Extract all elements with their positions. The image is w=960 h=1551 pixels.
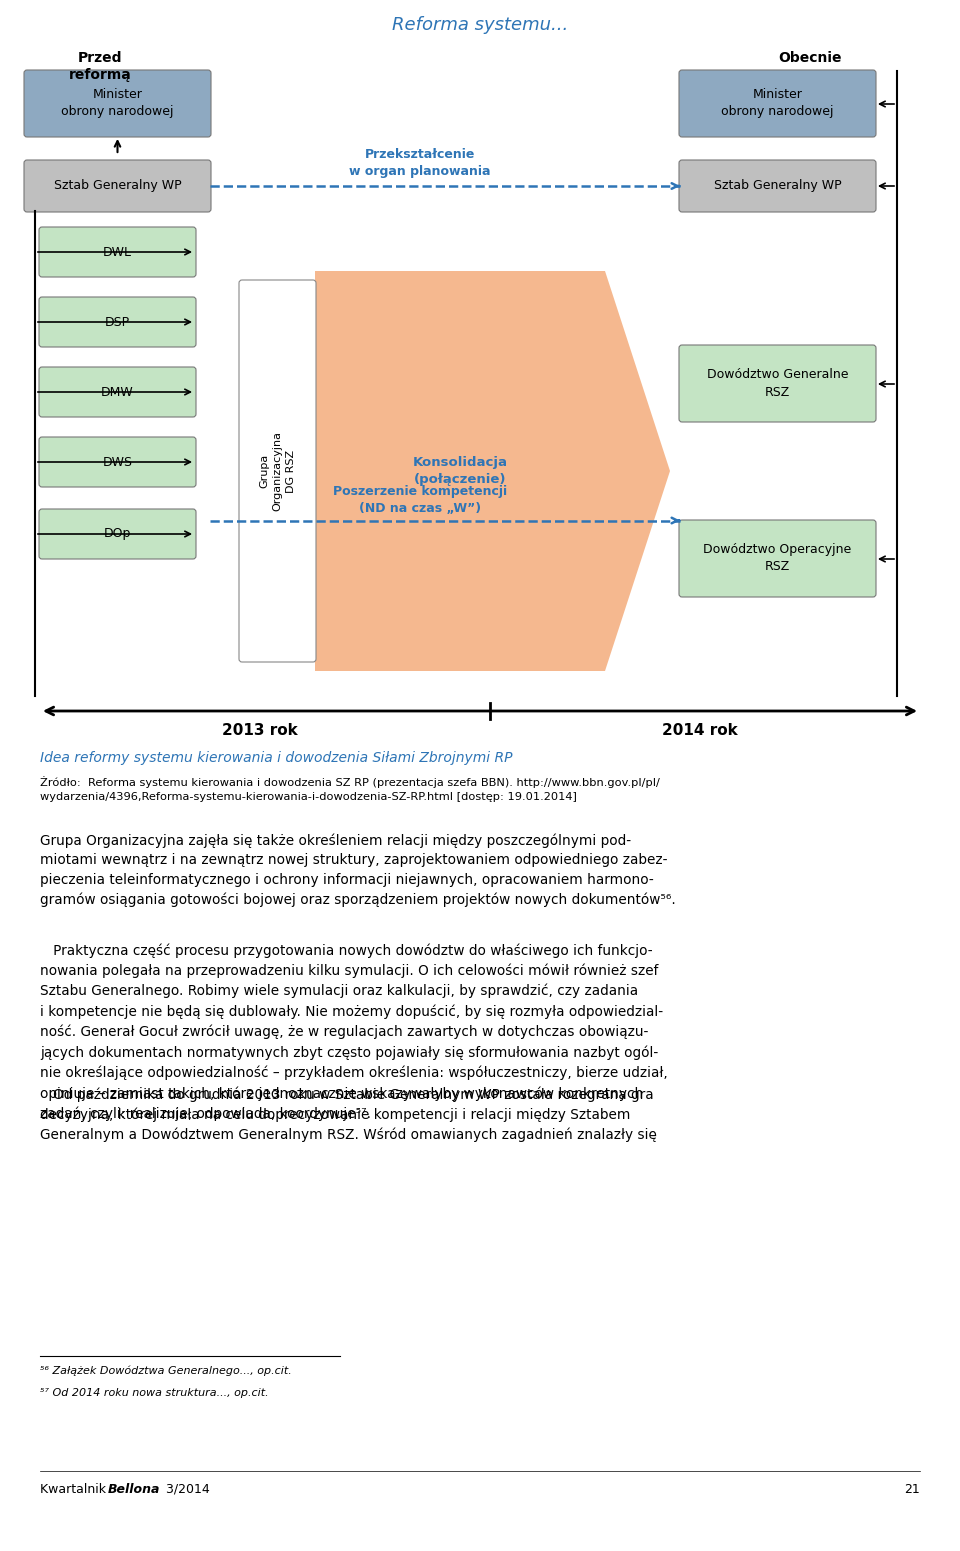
- Text: Grupa
Organizacyjna
DG RSZ: Grupa Organizacyjna DG RSZ: [259, 431, 296, 510]
- FancyBboxPatch shape: [24, 70, 211, 136]
- Text: Kwartalnik: Kwartalnik: [40, 1483, 110, 1497]
- Text: Przekształcenie
w organ planowania: Przekształcenie w organ planowania: [349, 149, 491, 178]
- Text: Grupa Organizacyjna zajęła się także określeniem relacji między poszczególnymi p: Grupa Organizacyjna zajęła się także okr…: [40, 833, 676, 907]
- Text: Przed
reformą: Przed reformą: [68, 51, 132, 82]
- Text: ⁵⁶ Załążek Dowództwa Generalnego..., op.cit.: ⁵⁶ Załążek Dowództwa Generalnego..., op.…: [40, 1366, 292, 1376]
- Text: Bellona: Bellona: [108, 1483, 160, 1497]
- FancyBboxPatch shape: [39, 368, 196, 417]
- FancyBboxPatch shape: [239, 281, 316, 662]
- Text: Żródło:  Reforma systemu kierowania i dowodzenia SZ RP (prezentacja szefa BBN). : Żródło: Reforma systemu kierowania i dow…: [40, 776, 660, 802]
- FancyBboxPatch shape: [39, 226, 196, 278]
- FancyBboxPatch shape: [39, 296, 196, 347]
- Text: Praktyczna część procesu przygotowania nowych dowództw do właściwego ich funkcjo: Praktyczna część procesu przygotowania n…: [40, 943, 668, 1121]
- Polygon shape: [315, 271, 670, 672]
- Text: Konsolidacja
(połączenie): Konsolidacja (połączenie): [413, 456, 508, 485]
- FancyBboxPatch shape: [39, 437, 196, 487]
- FancyBboxPatch shape: [679, 520, 876, 597]
- FancyBboxPatch shape: [679, 70, 876, 136]
- Text: 3/2014: 3/2014: [162, 1483, 209, 1497]
- Text: Od października do grudnia 2013 roku w Sztabie Generalnym WP została rozegrana g: Od października do grudnia 2013 roku w S…: [40, 1087, 657, 1143]
- Text: DOp: DOp: [104, 527, 132, 540]
- Text: Reforma systemu...: Reforma systemu...: [392, 16, 568, 34]
- Text: Idea reformy systemu kierowania i dowodzenia Siłami Zbrojnymi RP: Idea reformy systemu kierowania i dowodz…: [40, 751, 513, 765]
- Text: Dowództwo Operacyjne
RSZ: Dowództwo Operacyjne RSZ: [704, 543, 852, 574]
- Text: Poszerzenie kompetencji
(ND na czas „W”): Poszerzenie kompetencji (ND na czas „W”): [333, 485, 507, 515]
- Text: ⁵⁷ Od 2014 roku nowa struktura..., op.cit.: ⁵⁷ Od 2014 roku nowa struktura..., op.ci…: [40, 1388, 269, 1397]
- Text: DWS: DWS: [103, 456, 132, 468]
- Text: 21: 21: [904, 1483, 920, 1497]
- Text: DMW: DMW: [101, 386, 133, 399]
- Text: Minister
obrony narodowej: Minister obrony narodowej: [721, 88, 833, 118]
- Text: 2013 rok: 2013 rok: [222, 723, 298, 738]
- Text: Sztab Generalny WP: Sztab Generalny WP: [54, 180, 181, 192]
- Text: 2014 rok: 2014 rok: [662, 723, 738, 738]
- Text: DSP: DSP: [105, 315, 130, 329]
- Text: DWL: DWL: [103, 245, 132, 259]
- FancyBboxPatch shape: [39, 509, 196, 558]
- FancyBboxPatch shape: [679, 344, 876, 422]
- Text: Dowództwo Generalne
RSZ: Dowództwo Generalne RSZ: [707, 369, 849, 399]
- Text: Minister
obrony narodowej: Minister obrony narodowej: [61, 88, 174, 118]
- Text: Obecnie: Obecnie: [779, 51, 842, 65]
- FancyBboxPatch shape: [679, 160, 876, 212]
- Text: Sztab Generalny WP: Sztab Generalny WP: [713, 180, 841, 192]
- FancyBboxPatch shape: [24, 160, 211, 212]
